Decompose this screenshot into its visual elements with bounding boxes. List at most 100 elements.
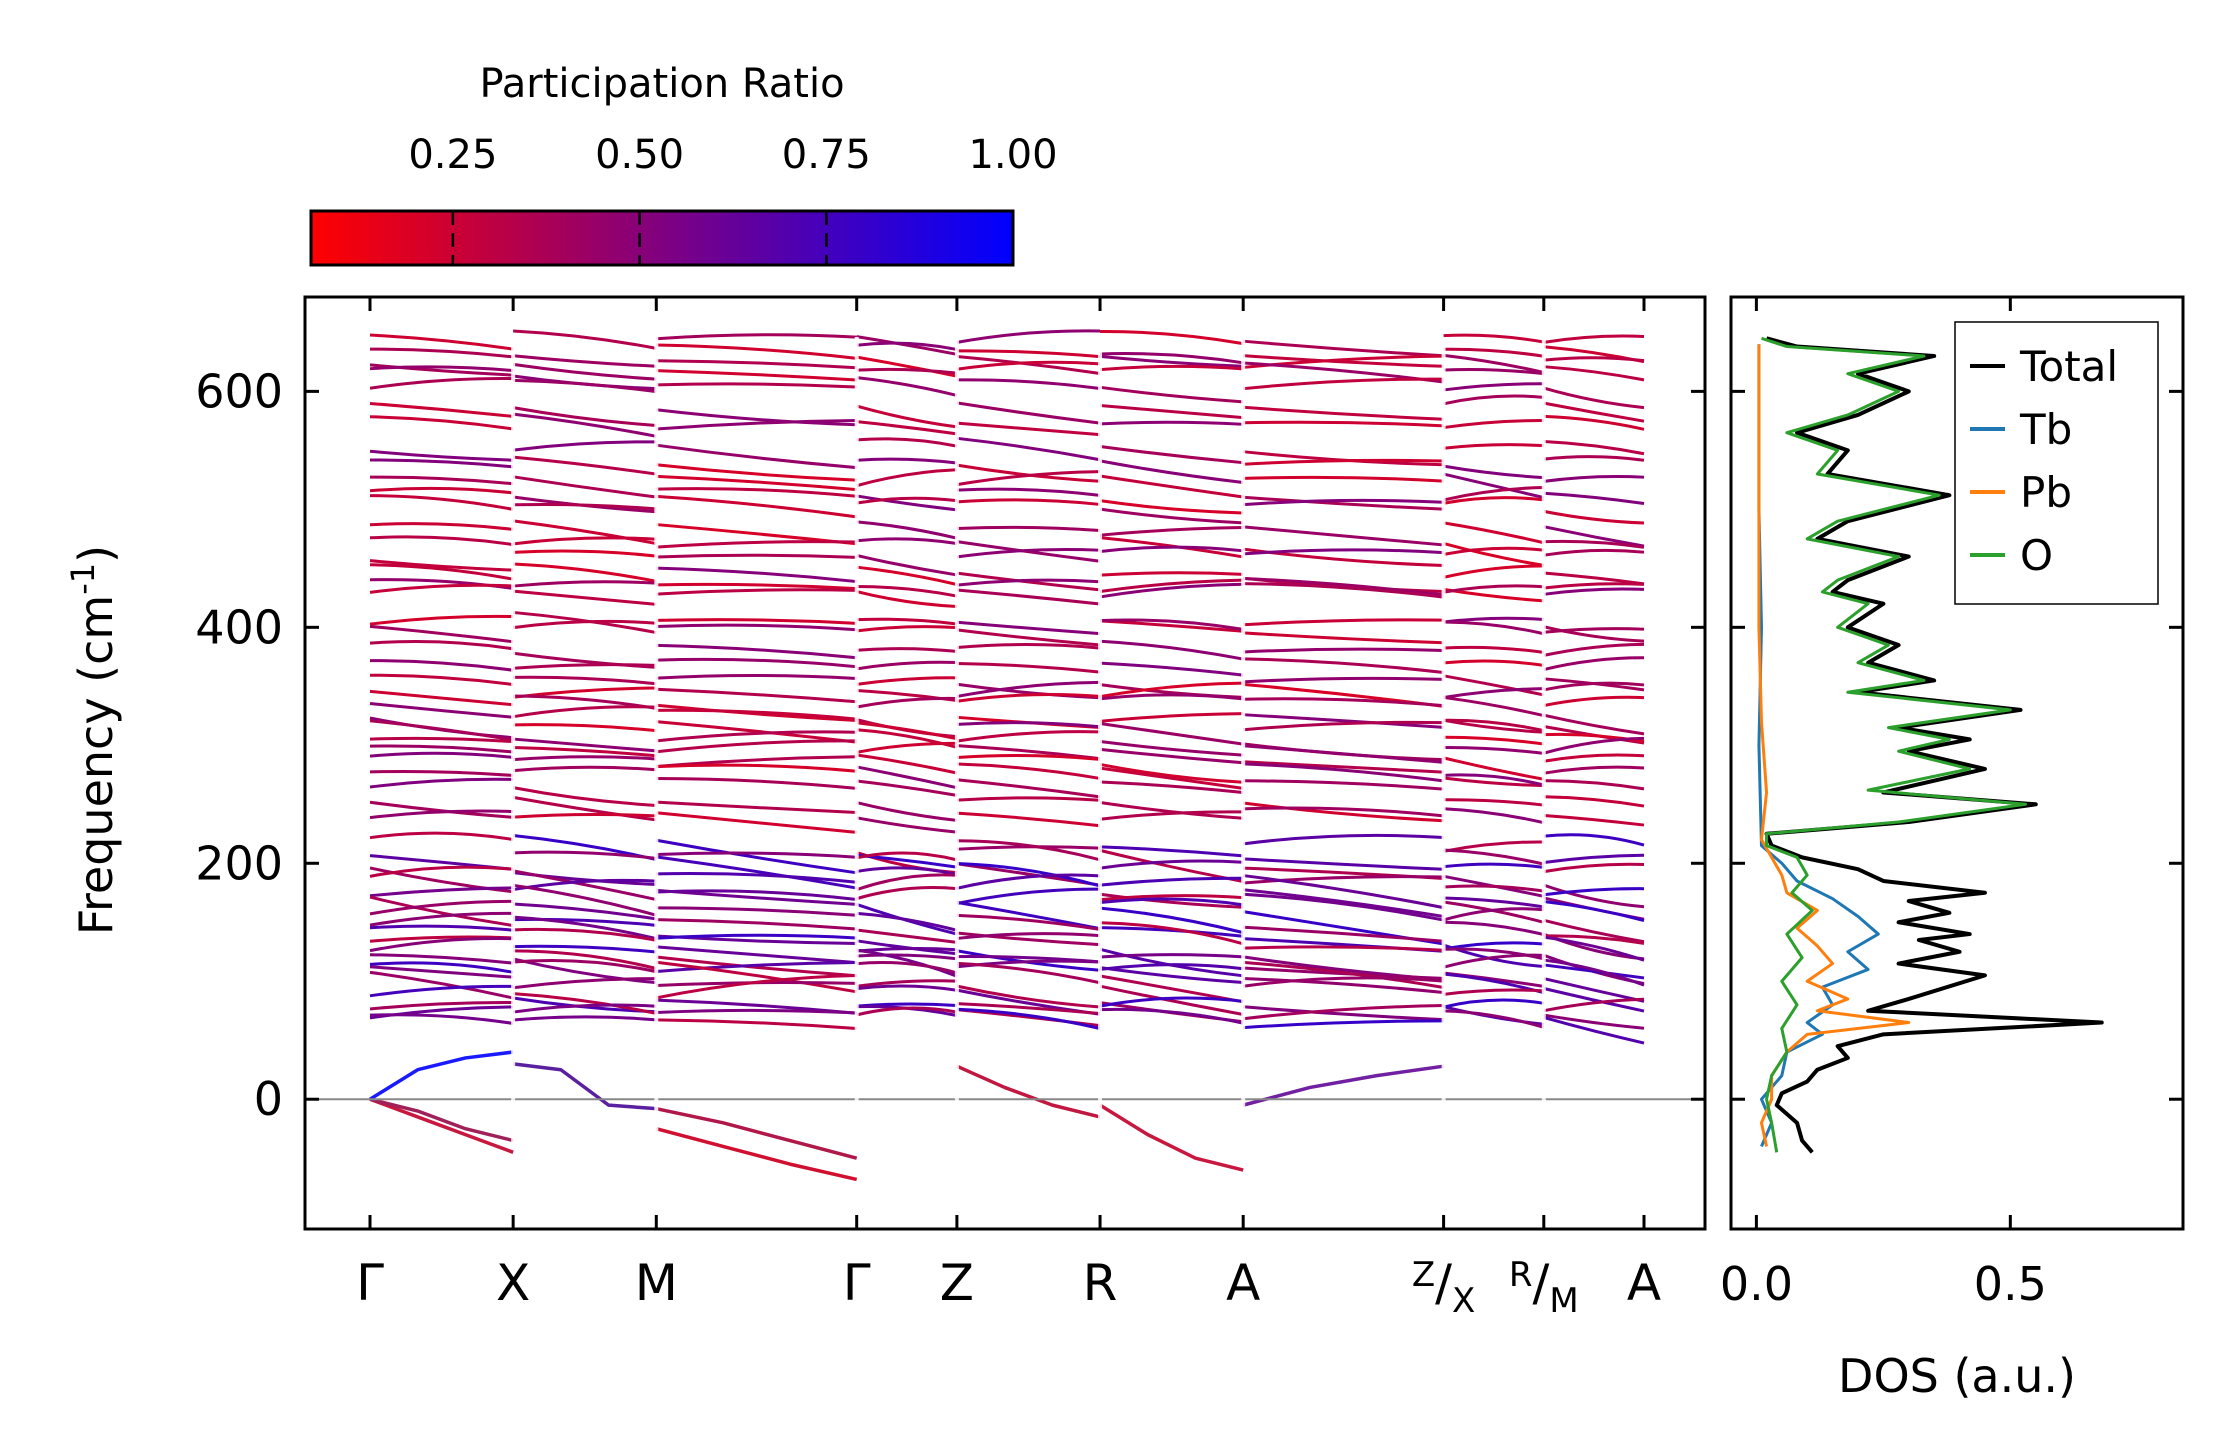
band-line (656, 618, 857, 625)
band-line (512, 440, 657, 452)
band-line (1243, 339, 1444, 358)
band-line (1243, 475, 1444, 483)
band-line (1243, 744, 1444, 764)
band-line (369, 376, 514, 390)
band-line (369, 937, 514, 953)
band-line (1099, 894, 1244, 902)
band-line (369, 458, 514, 469)
band-line (1543, 887, 1645, 897)
band-line (1443, 735, 1544, 746)
band-line (1543, 713, 1645, 736)
band-line (512, 883, 657, 917)
dos-panel: 0.0 0.5 DOS (a.u.) Total Tb Pb O (1720, 295, 2185, 1403)
band-line (656, 553, 857, 559)
band-line (856, 816, 958, 834)
band-line (369, 401, 514, 418)
band-line (1543, 695, 1645, 708)
band-line (956, 378, 1101, 391)
band-line (1443, 920, 1545, 937)
band-line (1100, 926, 1244, 938)
band-line (956, 360, 1101, 371)
band-line (1099, 897, 1244, 907)
band-plot-frame (303, 295, 1707, 1231)
band-line (1243, 676, 1444, 684)
band-line (656, 933, 857, 940)
band-line (1243, 960, 1444, 989)
band-line (1099, 364, 1244, 372)
band-line (656, 961, 857, 973)
acoustic-branch-line (1099, 1103, 1244, 1172)
band-line (956, 762, 1101, 780)
band-line (513, 992, 657, 1015)
band-line (1099, 766, 1244, 790)
band-line (1443, 718, 1544, 734)
segment-gap (1241, 337, 1246, 1149)
band-line (369, 583, 514, 594)
colorbar-ticks (451, 211, 828, 265)
band-line (1543, 474, 1645, 483)
band-line (513, 723, 657, 733)
band-line (1543, 934, 1645, 945)
band-line (1243, 697, 1444, 708)
band-line (1443, 896, 1545, 909)
band-line (1099, 1007, 1244, 1025)
band-line (369, 736, 514, 744)
band-line (512, 536, 657, 546)
band-line (956, 961, 1101, 985)
band-line (1243, 405, 1444, 421)
band-line (513, 1015, 657, 1022)
band-line (1543, 935, 1645, 962)
acoustic-branch-line (369, 1097, 514, 1143)
dos-series-o (1761, 336, 2028, 1153)
band-line (956, 1002, 1101, 1015)
band-line (856, 718, 958, 739)
band-line (1543, 440, 1645, 456)
band-line (369, 522, 514, 531)
band-line (856, 753, 958, 775)
band-line (369, 886, 514, 898)
band-line (369, 751, 514, 759)
band-line (656, 643, 857, 660)
band-line (856, 437, 958, 448)
colorbar-title: Participation Ratio (479, 61, 844, 107)
band-line (656, 739, 857, 754)
band-line (1543, 509, 1645, 525)
band-line (656, 382, 857, 389)
band-line (1443, 746, 1544, 755)
band-line (1243, 618, 1444, 627)
band-line (1443, 443, 1544, 450)
band-line (856, 553, 958, 577)
band-line (1543, 571, 1645, 586)
band-line (369, 809, 514, 820)
band-line (1099, 354, 1244, 368)
band-line (369, 701, 514, 719)
band-line (656, 623, 857, 632)
legend-items: Total Tb Pb O (1970, 342, 2118, 580)
band-line (956, 578, 1101, 587)
band-line (513, 813, 657, 819)
band-line (1099, 582, 1244, 599)
segment-gap (854, 337, 859, 1149)
band-line (1099, 661, 1244, 677)
band-line (956, 1007, 1101, 1030)
band-line (1543, 779, 1645, 791)
band-line (1243, 892, 1444, 922)
band-line (1443, 773, 1545, 787)
band-line (513, 765, 657, 773)
band-line (1543, 582, 1645, 590)
band-line (1243, 631, 1444, 645)
band-line (856, 721, 958, 741)
band-line (1443, 382, 1544, 392)
band-line (1443, 347, 1545, 358)
legend-label: Tb (2019, 405, 2072, 454)
band-line (856, 341, 958, 351)
band-line (656, 540, 857, 549)
legend-frame (1954, 321, 2159, 605)
band-line (956, 887, 1101, 905)
band-line (1443, 776, 1544, 788)
band-line (369, 961, 514, 974)
band-line (1443, 998, 1545, 1009)
band-line (1443, 521, 1545, 545)
segment-breaks (511, 337, 1546, 1149)
